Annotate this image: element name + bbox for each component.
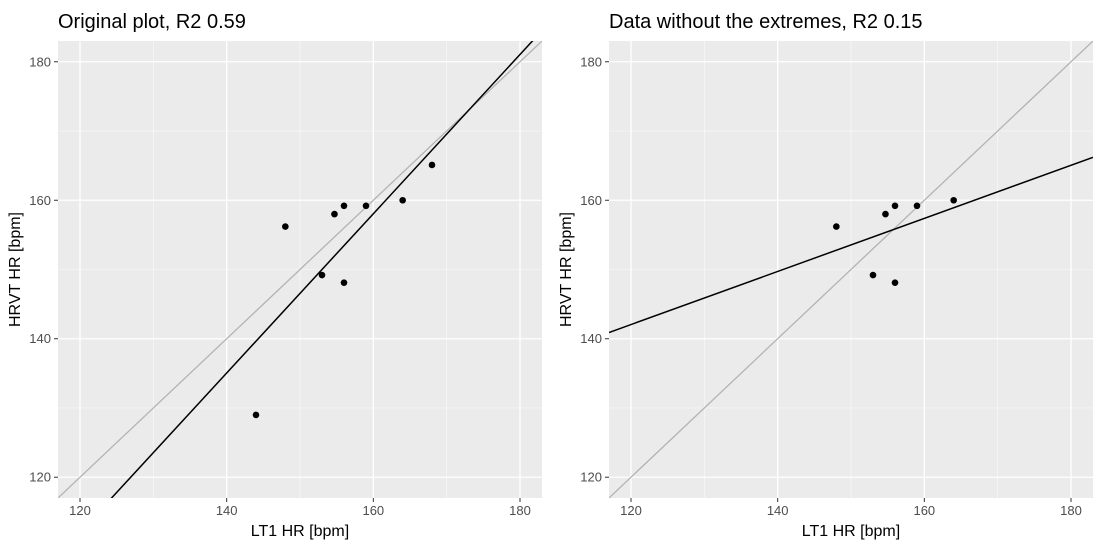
y-tick-label: 180 — [29, 54, 51, 69]
data-point — [340, 279, 348, 286]
y-tick-label: 160 — [29, 193, 51, 208]
data-point — [428, 161, 436, 169]
data-point — [340, 202, 348, 210]
data-point — [252, 411, 260, 419]
data-point — [950, 196, 957, 204]
y-axis-title: HRVT HR [bpm] — [558, 212, 575, 327]
data-point — [282, 223, 289, 230]
chart-panel-2: 120 140 160 180 120 140 160 180 Data without the… — [558, 11, 1093, 540]
data-point — [833, 223, 840, 230]
data-point — [399, 196, 406, 204]
x-tick-label: 120 — [69, 503, 91, 518]
chart-title: Original plot, R2 0.59 — [58, 11, 246, 33]
data-point — [891, 202, 899, 210]
data-point — [869, 271, 877, 279]
regression-line — [609, 156, 1093, 334]
x-axis-title: LT1 HR [bpm] — [251, 523, 349, 540]
chart-panel-1: 120 140 160 180 120 140 160 180 Original plot, R… — [7, 11, 542, 540]
x-axis-title: LT1 HR [bpm] — [802, 523, 900, 540]
y-axis-title: HRVT HR [bpm] — [7, 212, 24, 327]
chart-title: Data without the extremes, R2 0.15 — [609, 11, 923, 33]
data-point — [882, 210, 889, 218]
regression-line — [110, 41, 534, 498]
identity-line — [609, 41, 1093, 498]
data-point — [331, 210, 338, 218]
y-tick-label: 120 — [580, 470, 602, 485]
line-layer — [58, 41, 542, 498]
line-layer — [609, 41, 1093, 498]
x-tick-label: 160 — [362, 503, 384, 518]
y-tick-label: 140 — [29, 331, 51, 346]
x-tick-label: 140 — [767, 503, 789, 518]
y-tick-label: 120 — [29, 470, 51, 485]
data-point — [913, 202, 921, 210]
x-tick-label: 180 — [509, 503, 531, 518]
x-tick-label: 120 — [620, 503, 642, 518]
x-tick-label: 160 — [913, 503, 935, 518]
y-tick-label: 160 — [580, 193, 602, 208]
x-tick-label: 140 — [216, 503, 238, 518]
y-tick-label: 180 — [580, 54, 602, 69]
x-tick-label: 180 — [1060, 503, 1082, 518]
y-tick-label: 140 — [580, 331, 602, 346]
data-point — [318, 271, 326, 279]
data-point — [362, 202, 370, 210]
data-point — [891, 279, 899, 286]
